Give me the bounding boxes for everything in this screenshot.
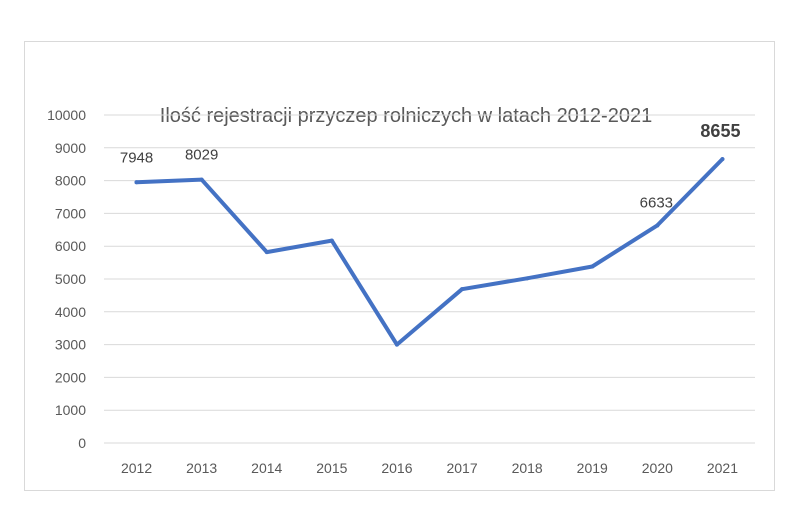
x-axis-ticks: 2012 2013 2014 2015 2016 2017 2018 2019 2020 2021 xyxy=(121,460,738,476)
x-tick-label: 2014 xyxy=(251,460,282,476)
x-tick-label: 2018 xyxy=(512,460,543,476)
chart-title: Ilość rejestracji przyczep rolniczych w … xyxy=(160,105,652,127)
data-point xyxy=(199,177,204,182)
y-tick-label: 3000 xyxy=(55,337,86,353)
y-tick-label: 8000 xyxy=(55,173,86,189)
data-label: 6633 xyxy=(640,194,673,211)
data-point xyxy=(720,157,725,162)
x-tick-label: 2015 xyxy=(316,460,347,476)
y-tick-label: 2000 xyxy=(55,369,86,385)
y-tick-label: 9000 xyxy=(55,140,86,156)
y-tick-label: 4000 xyxy=(55,304,86,320)
y-tick-label: 0 xyxy=(78,435,86,451)
x-tick-label: 2017 xyxy=(446,460,477,476)
x-tick-label: 2019 xyxy=(577,460,608,476)
y-tick-label: 1000 xyxy=(55,402,86,418)
x-tick-label: 2012 xyxy=(121,460,152,476)
data-point xyxy=(329,238,334,243)
series-line xyxy=(134,157,725,347)
x-tick-label: 2020 xyxy=(642,460,673,476)
y-tick-label: 6000 xyxy=(55,238,86,254)
data-point xyxy=(460,287,465,292)
data-point xyxy=(590,264,595,269)
data-label: 8655 xyxy=(700,121,740,141)
data-point xyxy=(394,342,399,347)
x-tick-label: 2021 xyxy=(707,460,738,476)
y-tick-label: 5000 xyxy=(55,271,86,287)
x-tick-label: 2013 xyxy=(186,460,217,476)
x-tick-label: 2016 xyxy=(381,460,412,476)
chart-frame: Ilość rejestracji przyczep rolniczych w … xyxy=(24,41,775,491)
data-label: 8029 xyxy=(185,147,218,164)
y-axis-ticks: 0 1000 2000 3000 4000 5000 6000 7000 8000 9000 100… xyxy=(47,107,86,451)
y-tick-label: 7000 xyxy=(55,205,86,221)
data-point xyxy=(134,180,139,185)
y-tick-label: 10000 xyxy=(47,107,86,123)
data-point xyxy=(525,276,530,281)
data-point xyxy=(655,223,660,228)
data-labels: 7948 8029 6633 8655 xyxy=(120,121,741,211)
data-point xyxy=(264,250,269,255)
series-layer xyxy=(134,157,725,347)
line-chart: Ilość rejestracji przyczep rolniczych w … xyxy=(47,105,755,476)
gridlines xyxy=(104,114,755,444)
data-label: 7948 xyxy=(120,149,153,166)
